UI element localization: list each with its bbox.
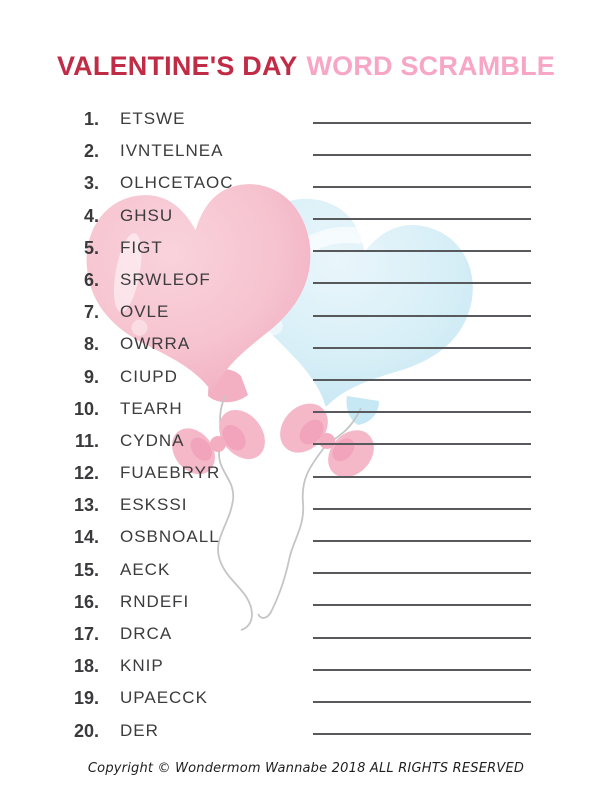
scrambled-word: DRCA	[120, 624, 173, 643]
pink-balloon-highlight-dot	[131, 319, 148, 336]
scrambled-word: GHSU	[120, 205, 174, 225]
answer-line	[313, 443, 531, 446]
list-item: 2. IVNTELNEA	[0, 135, 612, 167]
scrambled-word: AECK	[120, 559, 171, 579]
item-number: 10.	[73, 398, 99, 419]
answer-line	[313, 539, 531, 542]
word-scramble-list: 1. ETSWE 2. IVNTELNEA 3. OLHCETAOC 4. GH…	[0, 103, 612, 747]
scrambled-word: KNIP	[120, 656, 164, 676]
item-number: 5.	[83, 237, 99, 258]
answer-line	[313, 475, 531, 478]
scrambled-word: ETSWE	[120, 109, 186, 128]
scrambled-word: OWRRA	[120, 334, 191, 354]
item-number: 12.	[73, 463, 99, 484]
item-number: 20.	[73, 720, 99, 741]
list-item: 7. OVLE	[0, 296, 612, 328]
item-number: 19.	[73, 688, 99, 709]
scrambled-word: IVNTELNEA	[120, 141, 224, 161]
scrambled-word: FUAEBRYR	[120, 463, 221, 483]
answer-line	[313, 346, 531, 349]
pink-bow-left	[172, 409, 265, 475]
answer-line	[313, 282, 531, 285]
list-item: 10. TEARH	[0, 393, 612, 425]
pink-balloon-highlight	[113, 233, 142, 313]
item-number: 3.	[83, 173, 99, 194]
list-item: 9. CIUPD	[0, 361, 612, 393]
item-number: 15.	[73, 559, 99, 580]
answer-line	[313, 153, 531, 156]
scrambled-word: TEARH	[120, 398, 183, 418]
list-item: 15. AECK	[0, 554, 612, 586]
title-word-scramble: WORD SCRAMBLE	[306, 51, 556, 82]
list-item: 16. RNDEFI	[0, 586, 612, 618]
scrambled-word: CYDNA	[120, 430, 185, 450]
title-valentines-day: VALENTINE'S DAY	[56, 51, 298, 82]
scrambled-word: OVLE	[120, 302, 170, 322]
answer-line	[313, 185, 531, 188]
item-number: 18.	[73, 656, 99, 677]
scrambled-word: OLHCETAOC	[120, 173, 234, 193]
list-item: 4. GHSU	[0, 200, 612, 232]
answer-line	[313, 604, 531, 607]
item-number: 16.	[73, 591, 99, 612]
pink-bow-right	[280, 403, 374, 478]
item-number: 4.	[83, 205, 99, 226]
answer-line	[313, 733, 531, 736]
item-number: 8.	[83, 334, 99, 355]
answer-line	[313, 700, 531, 703]
list-item: 20. DER	[0, 715, 612, 747]
list-item: 12. FUAEBRYR	[0, 457, 612, 489]
pink-heart-balloon	[79, 178, 325, 405]
list-item: 3. OLHCETAOC	[0, 167, 612, 199]
item-number: 9.	[83, 366, 99, 387]
answer-line	[313, 121, 531, 124]
list-item: 13. ESKSSI	[0, 489, 612, 521]
page-title: VALENTINE'S DAY WORD SCRAMBLE	[0, 51, 612, 82]
list-item: 19. UPAECCK	[0, 682, 612, 714]
list-item: 14. OSBNOALL	[0, 521, 612, 553]
answer-line	[313, 218, 531, 221]
answer-line	[313, 379, 531, 381]
scrambled-word: ESKSSI	[120, 495, 188, 515]
answer-line	[313, 668, 531, 671]
item-number: 6.	[83, 269, 99, 290]
item-number: 17.	[73, 624, 99, 644]
answer-line	[313, 250, 531, 253]
scrambled-word: FIGT	[120, 237, 163, 257]
item-number: 2.	[83, 141, 99, 162]
answer-line	[313, 314, 531, 317]
item-number: 14.	[73, 527, 99, 548]
item-number: 13.	[73, 495, 99, 516]
list-item: 6. SRWLEOF	[0, 264, 612, 296]
answer-line	[313, 636, 531, 639]
answer-line	[313, 572, 531, 575]
list-item: 11. CYDNA	[0, 425, 612, 457]
scrambled-word: CIUPD	[120, 366, 178, 386]
list-item: 17. DRCA	[0, 618, 612, 650]
scrambled-word: DER	[120, 720, 159, 740]
scrambled-word: SRWLEOF	[120, 269, 211, 289]
scrambled-word: OSBNOALL	[120, 527, 220, 547]
scrambled-word: UPAECCK	[120, 688, 208, 708]
answer-line	[313, 411, 531, 414]
list-item: 18. KNIP	[0, 650, 612, 682]
blue-balloon-tail	[346, 396, 379, 425]
scrambled-word: RNDEFI	[120, 591, 190, 611]
list-item: 5. FIGT	[0, 232, 612, 264]
item-number: 1.	[83, 109, 99, 129]
list-item: 1. ETSWE	[0, 103, 612, 135]
list-item: 8. OWRRA	[0, 328, 612, 360]
item-number: 11.	[74, 430, 99, 451]
item-number: 7.	[83, 302, 99, 323]
answer-line	[313, 507, 531, 510]
copyright-footer: Copyright © Wondermom Wannabe 2018 ALL R…	[87, 761, 525, 776]
